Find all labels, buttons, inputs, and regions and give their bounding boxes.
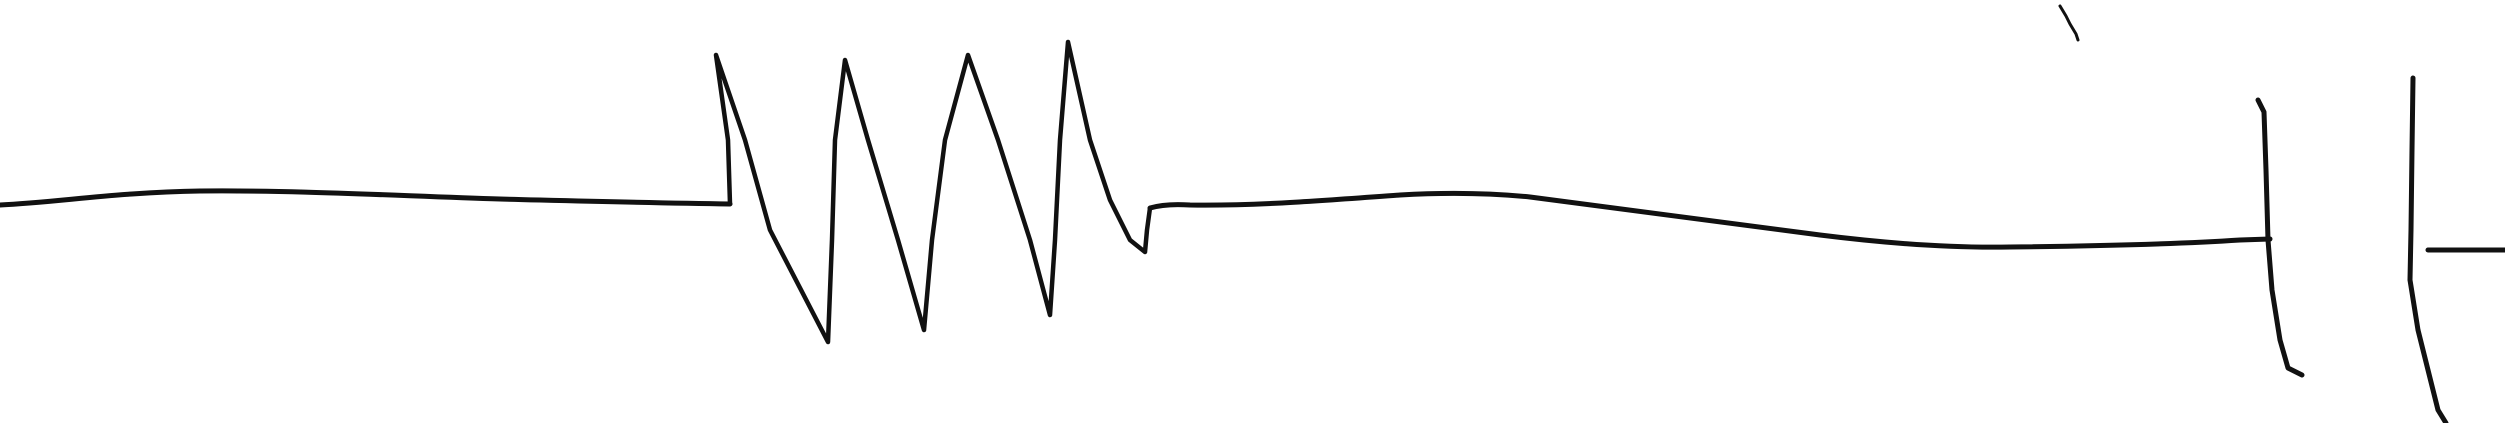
capacitor-plate-left [2255,97,2305,378]
resistor-zigzag [713,39,1153,345]
ink-strokes [0,4,2505,423]
left-wire [0,188,733,208]
capacitor-plate-right [2407,75,2449,423]
middle-wire [1147,190,2273,250]
stray-mark [2058,4,2080,42]
